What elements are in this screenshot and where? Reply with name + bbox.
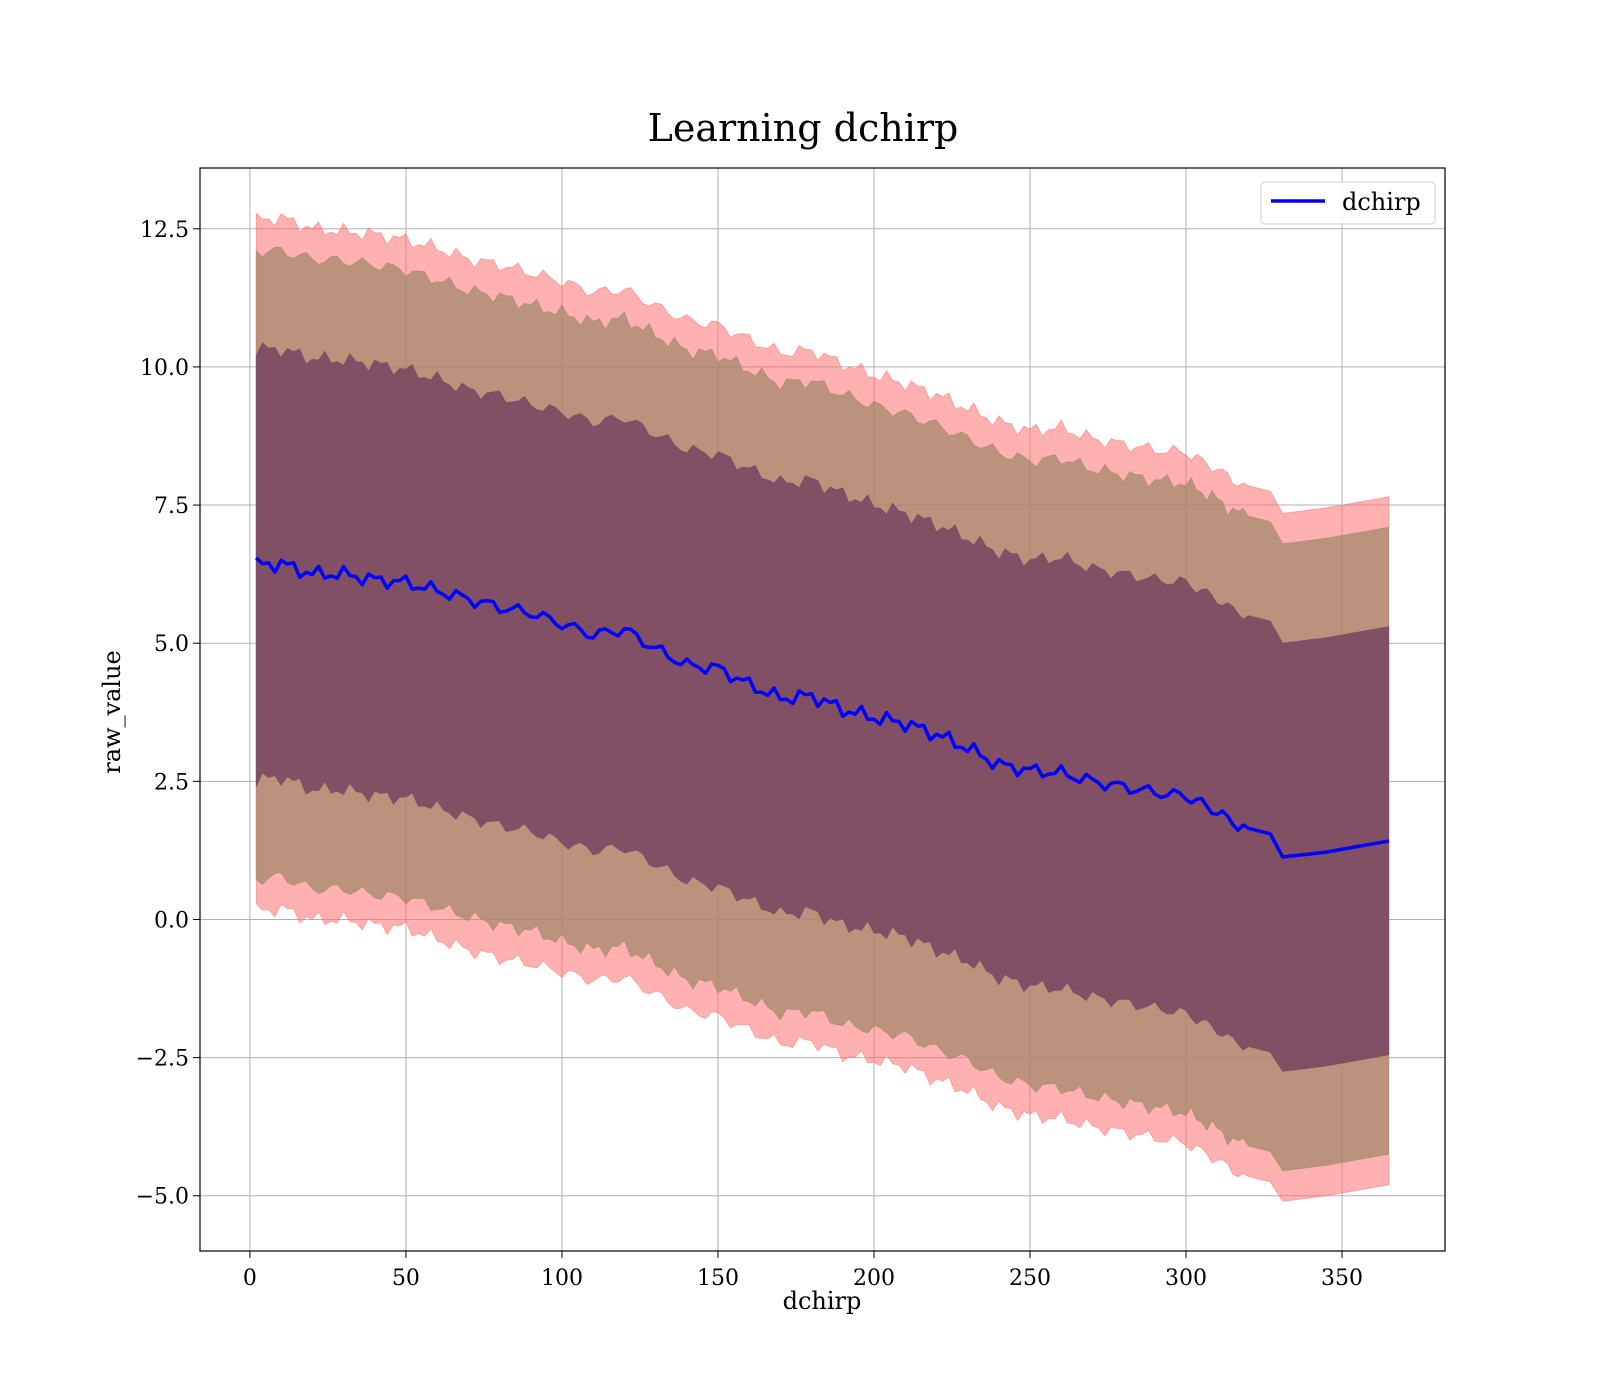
x-tick-label-2: 100	[541, 1266, 583, 1291]
band-2	[255, 342, 1390, 1072]
y-tick-label-5: 7.5	[154, 494, 189, 519]
y-tick-label-0: −5.0	[136, 1185, 189, 1210]
y-axis-title: raw_value	[98, 650, 126, 774]
y-tick-label-6: 10.0	[140, 356, 189, 381]
x-tick-label-4: 200	[853, 1266, 895, 1291]
x-tick-label-6: 300	[1165, 1266, 1207, 1291]
y-tick-label-4: 5.0	[154, 632, 189, 657]
y-tick-label-3: 2.5	[154, 770, 189, 795]
x-tick-label-5: 250	[1009, 1266, 1051, 1291]
x-tick-label-7: 350	[1321, 1266, 1363, 1291]
ticks: 0 50 100 150 200 250 300 350 −5.0 −2.5 0.0 2.5 5.0 7.…	[136, 218, 1363, 1291]
bands	[255, 212, 1390, 1202]
legend: dchirp	[1260, 181, 1436, 225]
plot-frame	[199, 167, 1446, 1252]
legend-label-dchirp: dchirp	[1342, 188, 1421, 216]
x-axis-title: dchirp	[783, 1287, 862, 1315]
y-tick-label-7: 12.5	[140, 218, 189, 243]
series-line-dchirp	[254, 556, 1390, 859]
x-tick-label-0: 0	[243, 1266, 257, 1291]
x-tick-label-3: 150	[697, 1266, 739, 1291]
x-tick-label-1: 50	[392, 1266, 420, 1291]
series-lines	[254, 556, 1390, 859]
y-tick-label-1: −2.5	[136, 1047, 189, 1072]
legend-box	[1260, 181, 1436, 225]
chart-title: Learning dchirp	[648, 106, 959, 150]
y-tick-label-2: 0.0	[154, 908, 189, 933]
